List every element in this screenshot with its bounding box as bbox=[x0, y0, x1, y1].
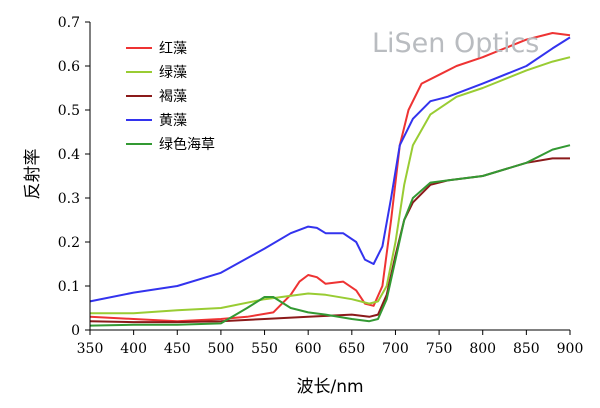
x-tick-label: 800 bbox=[469, 341, 496, 357]
x-tick-label: 400 bbox=[120, 341, 147, 357]
y-tick-label: 0.4 bbox=[58, 147, 80, 163]
y-tick-label: 0.7 bbox=[58, 15, 80, 31]
x-tick-label: 750 bbox=[426, 341, 453, 357]
legend-label: 黄藻 bbox=[159, 112, 187, 129]
series-line-2 bbox=[90, 56, 571, 315]
legend-label: 绿藻 bbox=[159, 65, 187, 81]
series-line-3 bbox=[89, 157, 570, 324]
legend-label: 红藻 bbox=[159, 41, 187, 57]
y-axis-label: 反射率 bbox=[23, 149, 43, 200]
x-axis-label: 波长/nm bbox=[296, 377, 363, 397]
y-tick-label: 0.2 bbox=[58, 235, 80, 251]
series-layer bbox=[89, 32, 571, 327]
series-line-4 bbox=[89, 36, 571, 303]
x-tick-label: 700 bbox=[382, 341, 409, 357]
x-tick-label: 650 bbox=[338, 341, 365, 357]
axes-layer: 350 400 450 500 550 600 650 700 750 800 850 900 0 0.1… bbox=[58, 15, 584, 357]
legend-label: 绿色海草 bbox=[159, 136, 215, 153]
y-tick-label: 0.6 bbox=[58, 59, 80, 75]
y-tick-label: 0 bbox=[71, 323, 80, 339]
y-tick-label: 0.5 bbox=[58, 103, 80, 119]
x-tick-label: 850 bbox=[513, 341, 540, 357]
x-tick-label: 500 bbox=[208, 341, 235, 357]
x-tick-label: 900 bbox=[557, 341, 584, 357]
series-line-5 bbox=[89, 144, 571, 327]
x-tick-label: 550 bbox=[251, 341, 278, 357]
series-line-1 bbox=[89, 32, 571, 323]
x-tick-label: 450 bbox=[164, 341, 191, 357]
y-tick-label: 0.3 bbox=[58, 191, 80, 207]
x-tick-label: 600 bbox=[295, 341, 322, 357]
watermark: LiSen Optics bbox=[372, 28, 539, 59]
y-tick-label: 0.1 bbox=[58, 279, 80, 295]
x-tick-label: 350 bbox=[77, 341, 104, 357]
legend-label: 褐藻 bbox=[159, 89, 187, 105]
